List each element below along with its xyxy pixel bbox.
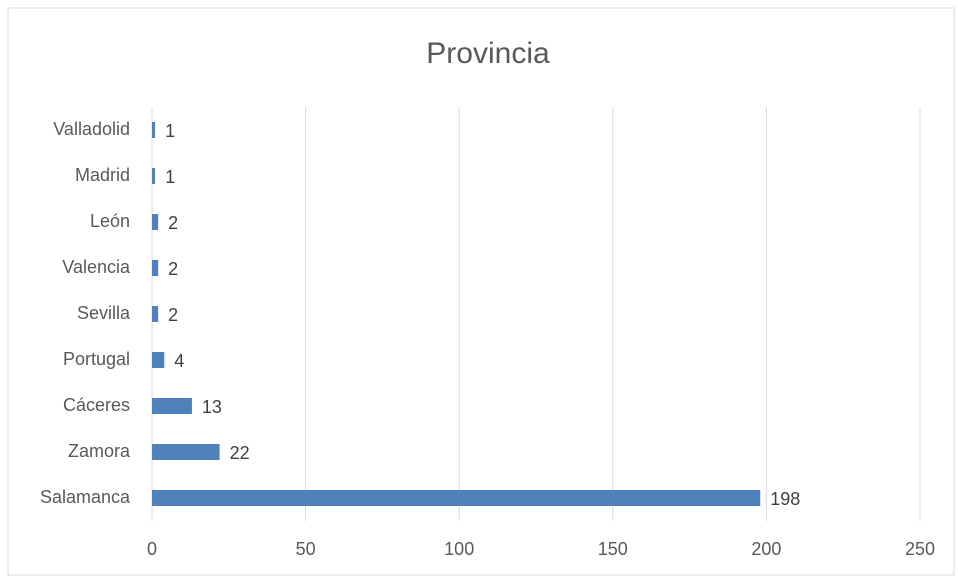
data-label: 2: [168, 213, 178, 233]
x-tick-label: 0: [147, 539, 157, 559]
data-label: 1: [165, 121, 175, 141]
chart-title: Provincia: [426, 37, 550, 70]
bar: [152, 490, 761, 506]
y-tick-label: Valencia: [62, 257, 131, 277]
bar: [152, 122, 156, 138]
y-tick-label: Valladolid: [53, 119, 130, 139]
data-label: 2: [168, 305, 178, 325]
bar: [152, 444, 220, 460]
x-tick-label: 200: [751, 539, 781, 559]
data-label: 4: [174, 351, 184, 371]
data-label: 13: [202, 397, 222, 417]
bar: [152, 260, 159, 276]
y-tick-label: Portugal: [63, 349, 130, 369]
y-tick-label: Salamanca: [40, 487, 131, 507]
y-tick-label: León: [90, 211, 130, 231]
chart-border: [7, 7, 955, 576]
y-tick-label: Zamora: [68, 441, 131, 461]
x-tick-label: 100: [444, 539, 474, 559]
x-tick-label: 50: [296, 539, 316, 559]
bar: [152, 214, 159, 230]
bar: [152, 352, 165, 368]
data-label: 198: [770, 489, 800, 509]
y-tick-label: Cáceres: [63, 395, 130, 415]
data-label: 22: [230, 443, 250, 463]
bar: [152, 306, 159, 322]
data-label: 1: [165, 167, 175, 187]
data-label: 2: [168, 259, 178, 279]
x-tick-label: 150: [598, 539, 628, 559]
x-tick-label: 250: [905, 539, 935, 559]
y-tick-label: Madrid: [75, 165, 130, 185]
y-tick-label: Sevilla: [77, 303, 131, 323]
bar: [152, 398, 192, 414]
bar: [152, 168, 156, 184]
